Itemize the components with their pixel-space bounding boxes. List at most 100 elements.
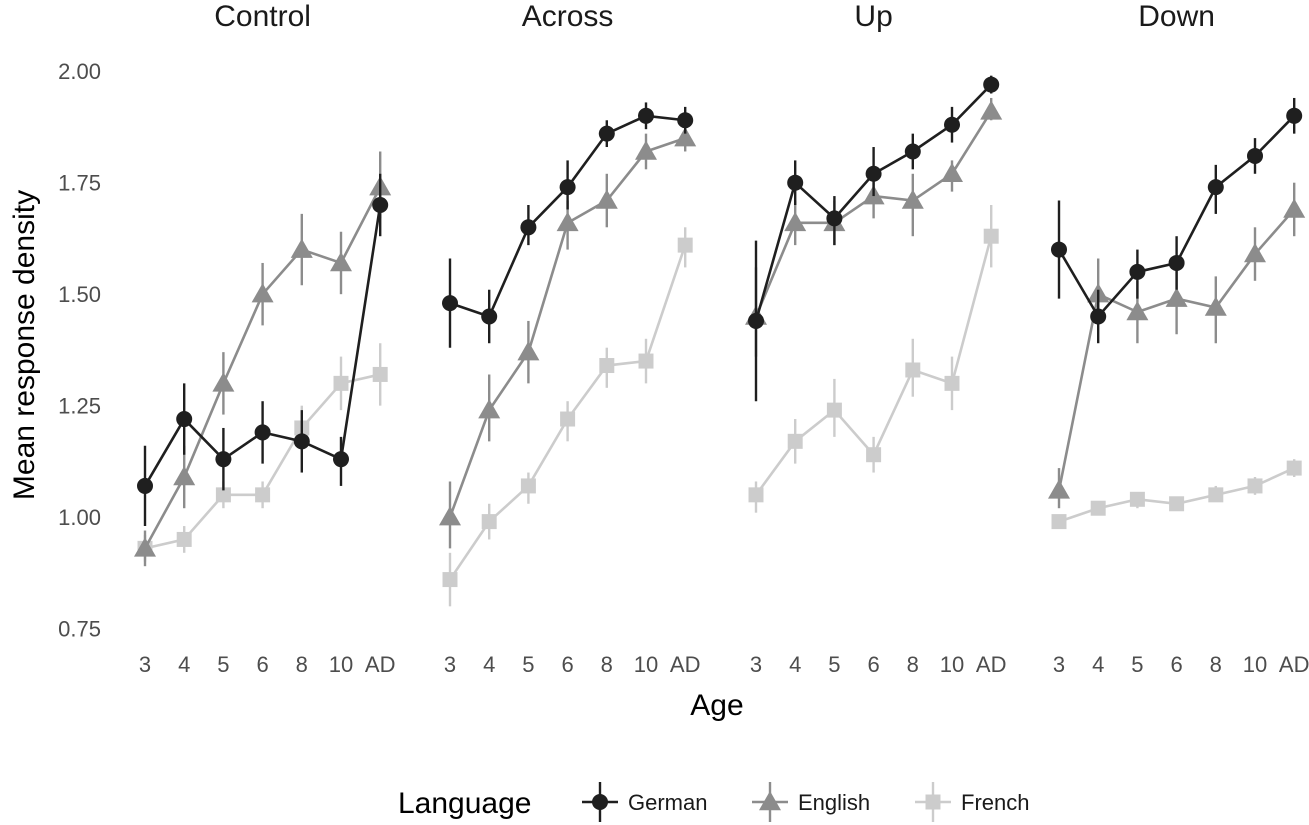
x-tick-label: 8 [601, 652, 613, 677]
data-point [1207, 179, 1224, 196]
data-point [293, 433, 310, 450]
data-point [941, 162, 963, 183]
data-point [1126, 301, 1149, 321]
data-point [1283, 198, 1306, 218]
facet-title: Up [854, 0, 892, 33]
legend-label: English [798, 790, 870, 815]
data-point [1247, 478, 1263, 494]
data-point [517, 341, 540, 361]
data-point [677, 112, 694, 129]
data-point [1129, 491, 1145, 507]
facet-down: Down 3 4 5 6 8 10 AD [1048, 0, 1309, 677]
data-point [748, 487, 764, 503]
y-tick-label: 1.75 [58, 171, 101, 196]
legend-item-english: English [752, 782, 870, 822]
x-tick-label: 4 [1092, 652, 1104, 677]
data-point [176, 411, 193, 428]
x-tick-label: AD [670, 652, 701, 677]
x-tick-label: AD [1279, 652, 1309, 677]
data-point [1051, 241, 1067, 258]
data-point [372, 196, 389, 213]
data-point [638, 107, 654, 124]
data-point [1286, 460, 1302, 476]
data-point [560, 411, 576, 427]
series-french [748, 204, 999, 513]
data-point [215, 487, 231, 503]
x-tick-label: 8 [907, 652, 919, 677]
data-point [784, 211, 807, 232]
data-point [255, 487, 271, 503]
data-point [333, 375, 349, 391]
data-point [481, 514, 497, 530]
data-point [176, 531, 192, 547]
series-german [442, 102, 694, 348]
series-german [748, 75, 1000, 402]
data-point [481, 308, 498, 325]
x-tick-label: 10 [329, 652, 353, 677]
x-tick-label: 10 [634, 652, 658, 677]
data-point [595, 189, 618, 209]
x-tick-label: 6 [256, 652, 268, 677]
x-tick-label: 5 [1131, 652, 1143, 677]
data-point [865, 165, 882, 182]
y-tick-label: 2.00 [58, 59, 101, 84]
data-point [598, 125, 615, 142]
data-point [251, 283, 274, 303]
data-point [866, 447, 882, 463]
facets: Control 3 4 5 6 8 10 AD Across 3 4 5 6 8 10 AD Up 3 4 5 6 8 10… [134, 0, 1309, 677]
facet-control: Control 3 4 5 6 8 10 AD [134, 0, 395, 677]
data-point [787, 433, 803, 449]
legend-key-marker [759, 791, 781, 811]
y-axis: 0.75 1.00 1.25 1.50 1.75 2.00 [58, 59, 101, 641]
x-tick-label: 3 [139, 652, 151, 677]
data-point [677, 237, 693, 253]
facet-title: Down [1138, 0, 1215, 33]
series-french [1051, 459, 1302, 530]
series-english [439, 124, 697, 549]
data-point [212, 372, 235, 392]
legend-key-marker [925, 794, 941, 810]
x-tick-label: 8 [1210, 652, 1222, 677]
x-tick-label: 4 [178, 652, 190, 677]
data-point [372, 366, 388, 382]
facet-title: Across [522, 0, 614, 33]
data-point [556, 211, 579, 232]
x-tick-label: 10 [940, 652, 964, 677]
x-tick-label: 5 [522, 652, 534, 677]
data-point [944, 375, 960, 391]
legend-label: German [628, 790, 707, 815]
data-point [983, 76, 1000, 93]
data-point [1204, 296, 1227, 316]
data-point [980, 100, 1003, 120]
y-tick-label: 1.25 [58, 394, 101, 419]
data-point [559, 179, 576, 196]
x-tick-label: 6 [561, 652, 573, 677]
data-point [1165, 287, 1188, 307]
x-tick-label: 6 [867, 652, 879, 677]
facet-up: Up 3 4 5 6 8 10 AD [745, 0, 1006, 677]
data-point [787, 174, 804, 191]
data-point [1090, 500, 1106, 516]
series-english [1048, 182, 1306, 509]
data-point [635, 140, 657, 160]
facet-title: Control [214, 0, 311, 33]
legend-item-german: German [582, 782, 707, 822]
data-point [638, 353, 654, 369]
facet-across: Across 3 4 5 6 8 10 AD [439, 0, 700, 677]
data-point [478, 399, 501, 419]
data-point [1051, 514, 1067, 530]
x-tick-label: 6 [1170, 652, 1182, 677]
data-point [944, 116, 960, 133]
data-point [134, 537, 156, 557]
x-tick-label: 4 [789, 652, 801, 677]
x-tick-label: 5 [828, 652, 840, 677]
data-point [1286, 107, 1303, 124]
x-tick-label: 4 [483, 652, 495, 677]
data-point [674, 127, 697, 147]
data-point [1090, 308, 1107, 325]
legend-item-french: French [915, 782, 1029, 822]
data-point [442, 295, 458, 312]
data-point [442, 572, 458, 588]
x-tick-label: 3 [750, 652, 762, 677]
